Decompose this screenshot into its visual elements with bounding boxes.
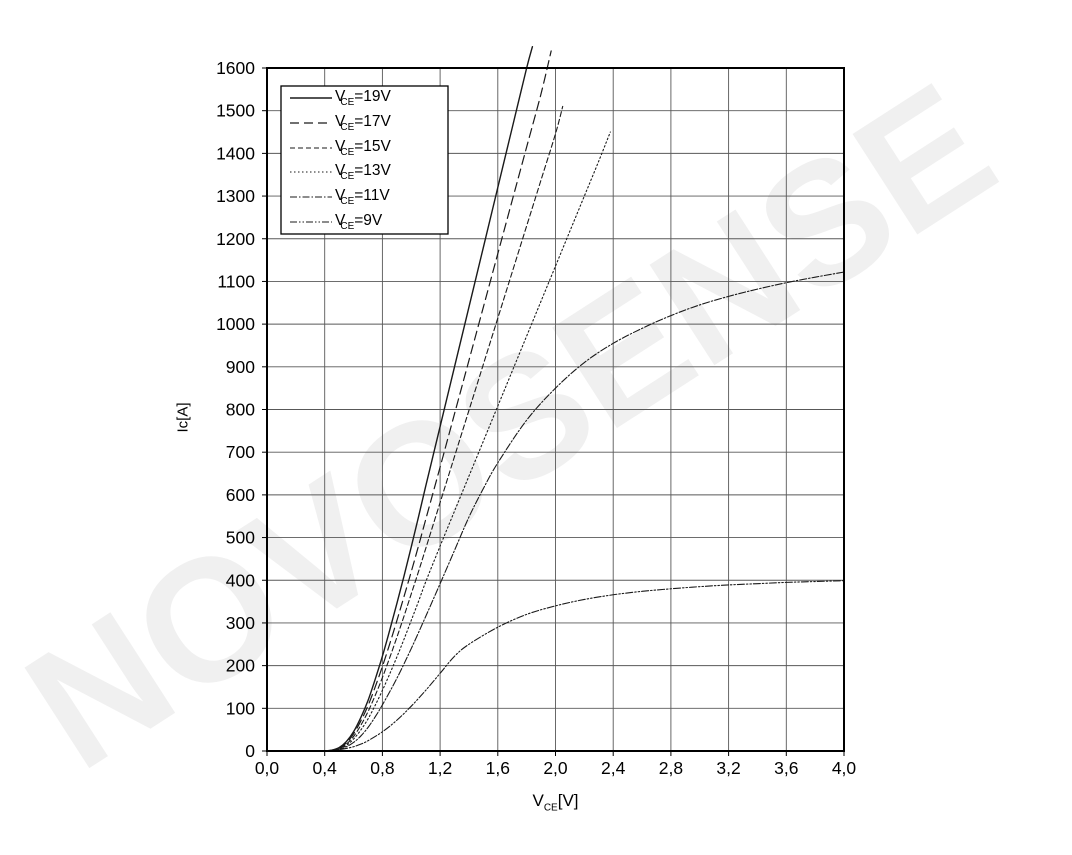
svg-text:2,8: 2,8 [659,758,683,778]
svg-text:700: 700 [226,442,255,462]
svg-text:3,2: 3,2 [716,758,740,778]
svg-text:500: 500 [226,528,255,548]
svg-text:100: 100 [226,698,255,718]
svg-text:900: 900 [226,357,255,377]
svg-text:200: 200 [226,656,255,676]
svg-text:300: 300 [226,613,255,633]
svg-text:0: 0 [245,741,255,761]
svg-text:1500: 1500 [216,101,255,121]
svg-text:1600: 1600 [216,58,255,78]
svg-text:1300: 1300 [216,186,255,206]
svg-text:600: 600 [226,485,255,505]
svg-text:1,6: 1,6 [486,758,510,778]
svg-text:1,2: 1,2 [428,758,452,778]
svg-text:3,6: 3,6 [774,758,798,778]
svg-text:0,0: 0,0 [255,758,280,778]
svg-text:0,8: 0,8 [370,758,394,778]
svg-text:4,0: 4,0 [832,758,857,778]
svg-text:0,4: 0,4 [313,758,338,778]
svg-text:800: 800 [226,400,255,420]
svg-text:1200: 1200 [216,229,255,249]
svg-text:1400: 1400 [216,143,255,163]
svg-text:400: 400 [226,570,255,590]
svg-text:1100: 1100 [217,271,255,291]
svg-text:1000: 1000 [216,314,255,334]
svg-text:2,0: 2,0 [543,758,568,778]
svg-text:2,4: 2,4 [601,758,626,778]
